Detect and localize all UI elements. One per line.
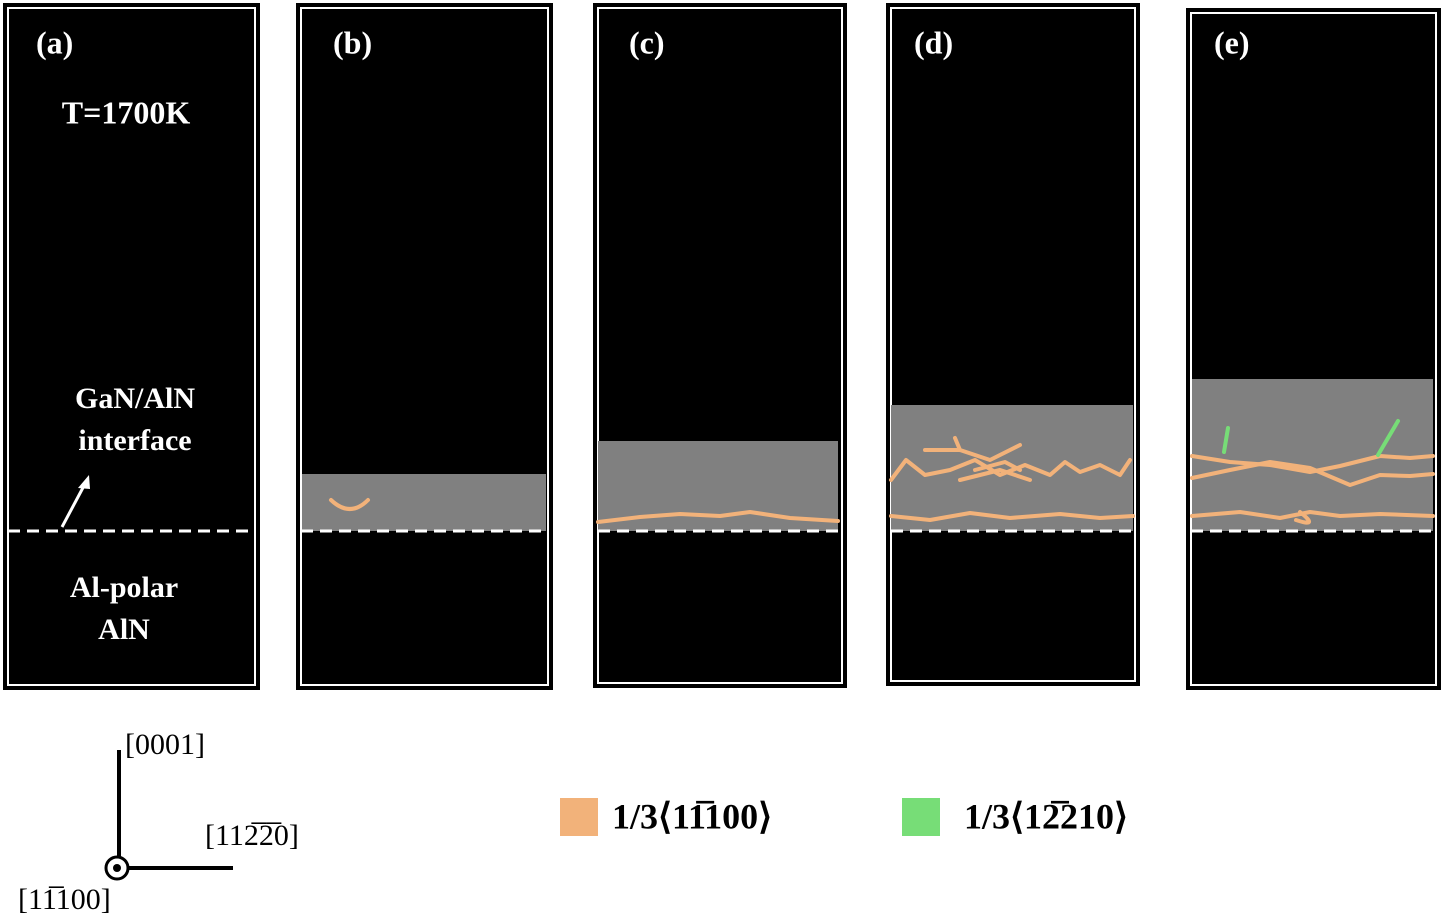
panel-label: (b) bbox=[333, 24, 372, 60]
legend-swatch bbox=[560, 798, 598, 836]
panel-c bbox=[593, 3, 847, 688]
panel-label: (e) bbox=[1214, 24, 1250, 60]
interface-label: interface bbox=[78, 424, 191, 457]
temperature: T=1700K bbox=[62, 94, 191, 130]
axis-label: [112̅2̅0] bbox=[205, 819, 299, 852]
legend-label: 1/3⟨11̅100⟩ bbox=[612, 796, 772, 836]
panel-e bbox=[1186, 8, 1441, 690]
panel-label: (a) bbox=[36, 24, 73, 60]
substrate-label: AlN bbox=[98, 613, 150, 646]
interface-label: GaN/AlN bbox=[75, 382, 195, 415]
panel-label: (c) bbox=[629, 24, 665, 60]
legend-swatch bbox=[902, 798, 940, 836]
axis-label: [0001] bbox=[125, 728, 205, 761]
panel-b bbox=[296, 3, 553, 690]
axis-triad bbox=[104, 750, 233, 881]
panel-a bbox=[3, 3, 260, 690]
substrate-label: Al-polar bbox=[70, 571, 178, 604]
panel-label: (d) bbox=[914, 24, 953, 60]
axis-label: [11̅100] bbox=[18, 883, 111, 916]
panel-d bbox=[886, 3, 1140, 686]
legend-label: 1/3⟨12̅210⟩ bbox=[964, 796, 1128, 836]
